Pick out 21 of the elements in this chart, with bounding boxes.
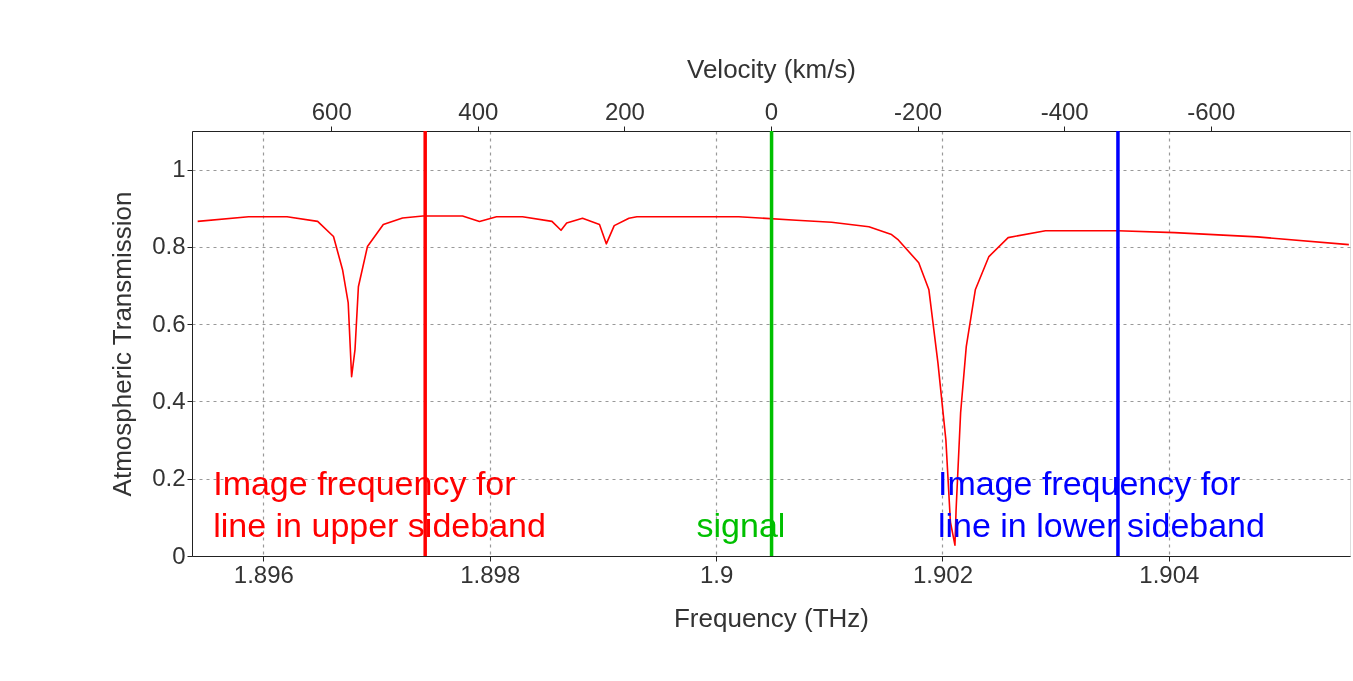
x-tick-label: 1.9	[699, 560, 734, 588]
x2-tick-label: -400	[1040, 97, 1089, 125]
y-axis-title: Atmospheric Transmission	[107, 191, 138, 497]
x-tick-label: 1.904	[1139, 560, 1200, 588]
y-tick-label: 0.4	[152, 386, 186, 414]
x-tick-label: 1.896	[233, 560, 294, 588]
x2-tick-label: 400	[458, 97, 499, 125]
x2-tick-label: -200	[894, 97, 943, 125]
y-tick-label: 0	[172, 541, 186, 569]
x2-tick-label: 0	[764, 97, 779, 125]
y-tick-label: 0.2	[152, 464, 186, 492]
x-tick-label: 1.898	[460, 560, 521, 588]
x2-tick-label: 600	[311, 97, 352, 125]
x-tick-label: 1.902	[912, 560, 974, 588]
y-tick-label: 1	[172, 155, 186, 183]
x2-tick-label: 200	[604, 97, 645, 125]
y-tick-label: 0.8	[152, 232, 186, 260]
x2-tick-label: -600	[1187, 97, 1236, 125]
x2-axis-title: Velocity (km/s)	[686, 53, 857, 84]
y-tick-label: 0.6	[152, 309, 186, 337]
x-axis-title: Frequency (THz)	[673, 602, 870, 633]
